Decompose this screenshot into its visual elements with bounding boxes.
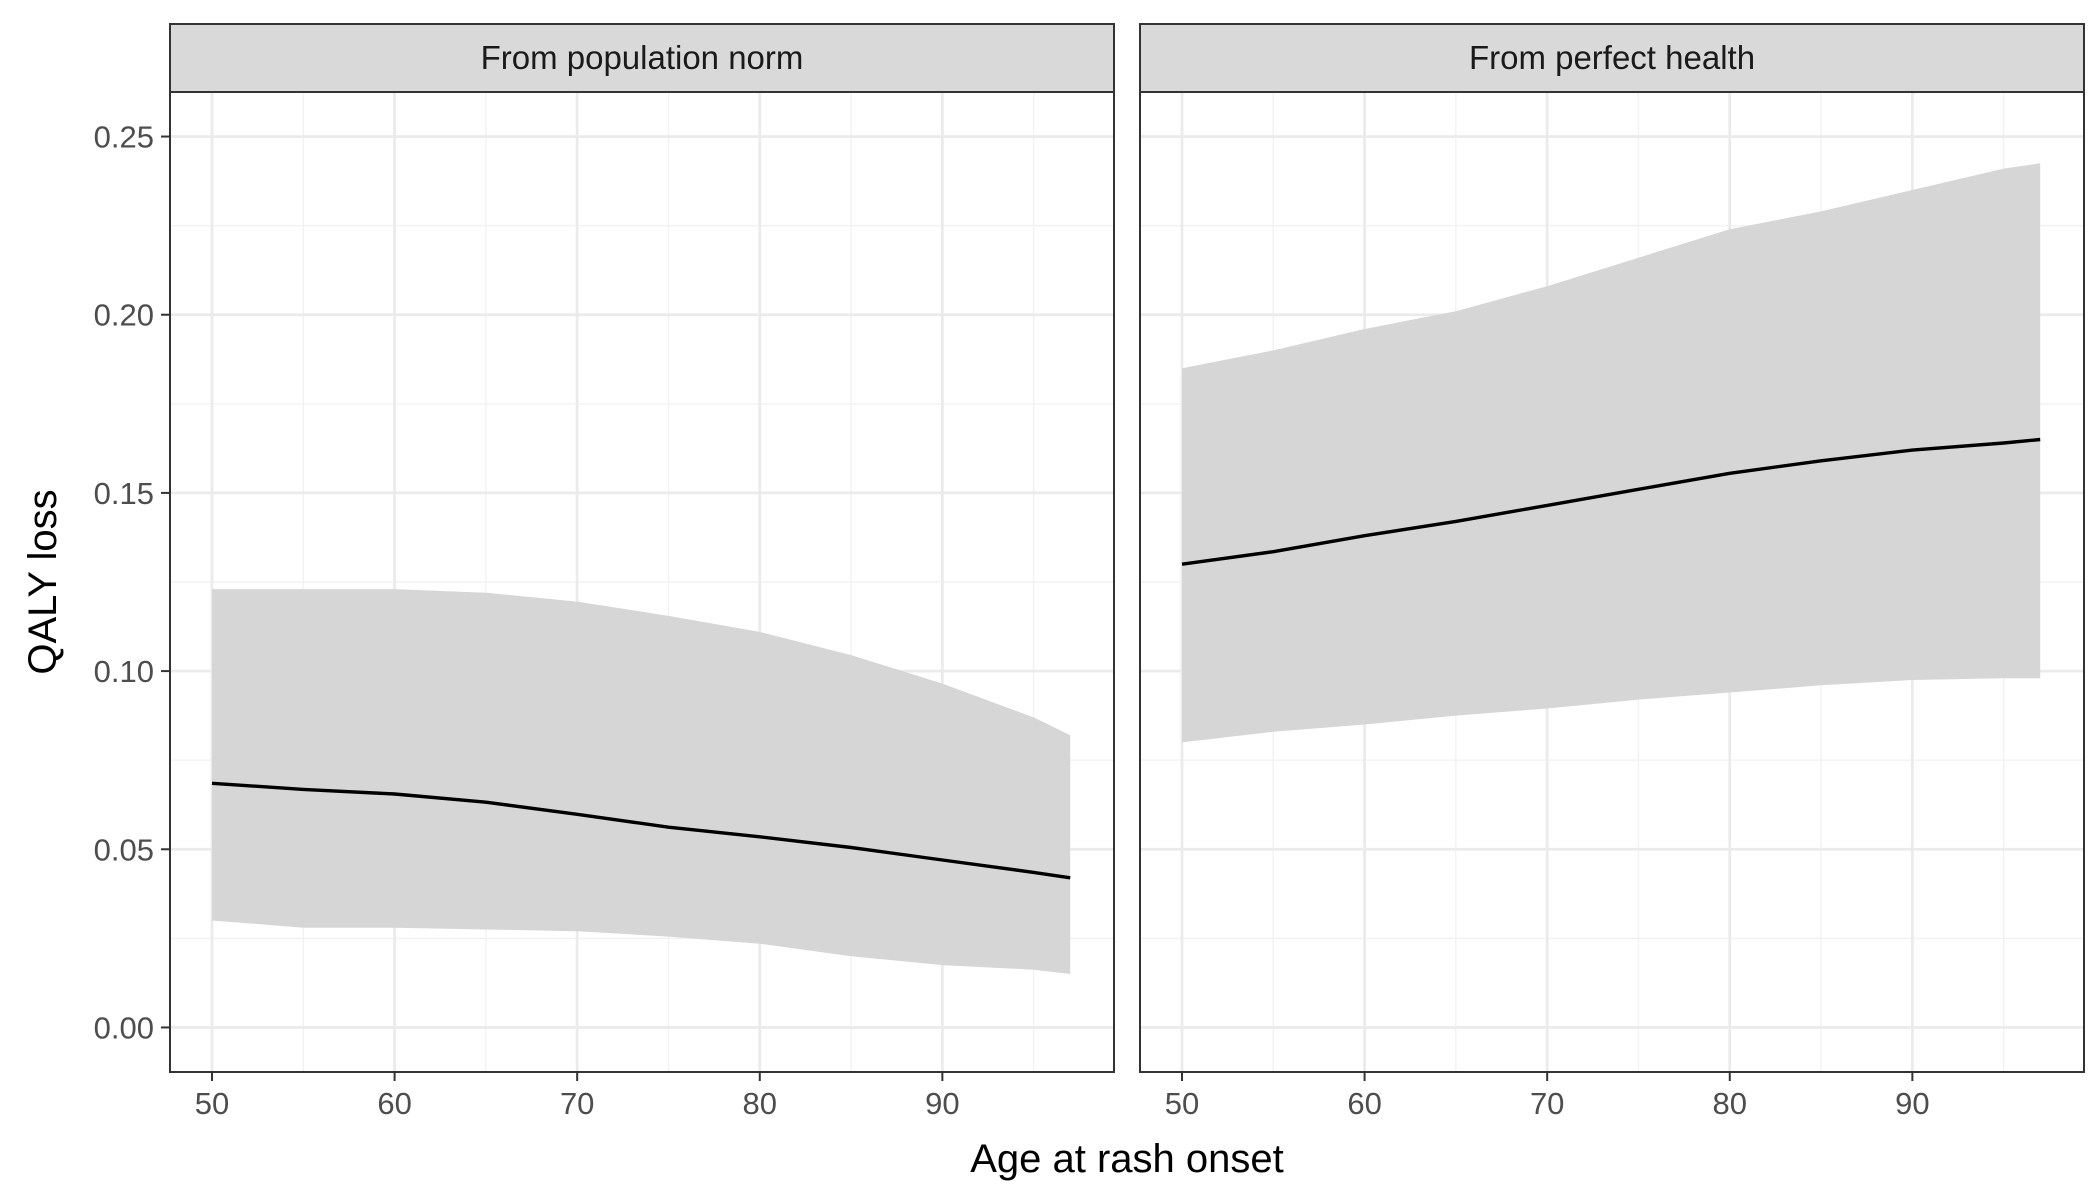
- strip-label: From perfect health: [1469, 39, 1755, 76]
- x-tick-label: 80: [1713, 1086, 1747, 1121]
- x-tick-label: 70: [1530, 1086, 1564, 1121]
- confidence-ribbon: [1182, 163, 2041, 743]
- x-axis-title: Age at rash onset: [970, 1137, 1284, 1181]
- confidence-ribbon: [212, 589, 1071, 974]
- y-tick-label: 0.25: [94, 120, 154, 155]
- x-tick-label: 90: [1895, 1086, 1929, 1121]
- x-tick-label: 90: [925, 1086, 959, 1121]
- qaly-loss-line: [1181, 437, 2041, 566]
- x-axis-ticks: 50 60 70 80 90: [1165, 1072, 1930, 1121]
- strip-label: From population norm: [481, 39, 804, 76]
- x-tick-label: 80: [743, 1086, 777, 1121]
- x-tick-label: 50: [1165, 1086, 1199, 1121]
- y-tick-label: 0.15: [94, 476, 154, 511]
- y-axis-title: QALY loss: [21, 489, 65, 674]
- x-axis-ticks: 50 60 70 80 90: [195, 1072, 960, 1121]
- x-tick-label: 60: [377, 1086, 411, 1121]
- strip-background: [1139, 23, 2085, 93]
- x-tick-label: 70: [560, 1086, 594, 1121]
- y-tick-label: 0.10: [94, 654, 154, 689]
- x-tick-label: 50: [195, 1086, 229, 1121]
- y-tick-label: 0.05: [94, 832, 154, 867]
- panel-from-perfect-health: From perfect health 50 60 70 80 90: [1139, 23, 2085, 1121]
- y-tick-label: 0.00: [94, 1010, 154, 1045]
- x-tick-label: 60: [1347, 1086, 1381, 1121]
- panel-from-population-norm: From population norm 50 60 70 80 90: [169, 23, 1115, 1121]
- y-axis: 0.00 0.05 0.10 0.15 0.20 0.25: [94, 120, 170, 1045]
- qaly-loss-line: [211, 781, 1071, 880]
- y-tick-label: 0.20: [94, 298, 154, 333]
- strip-background: [169, 23, 1115, 93]
